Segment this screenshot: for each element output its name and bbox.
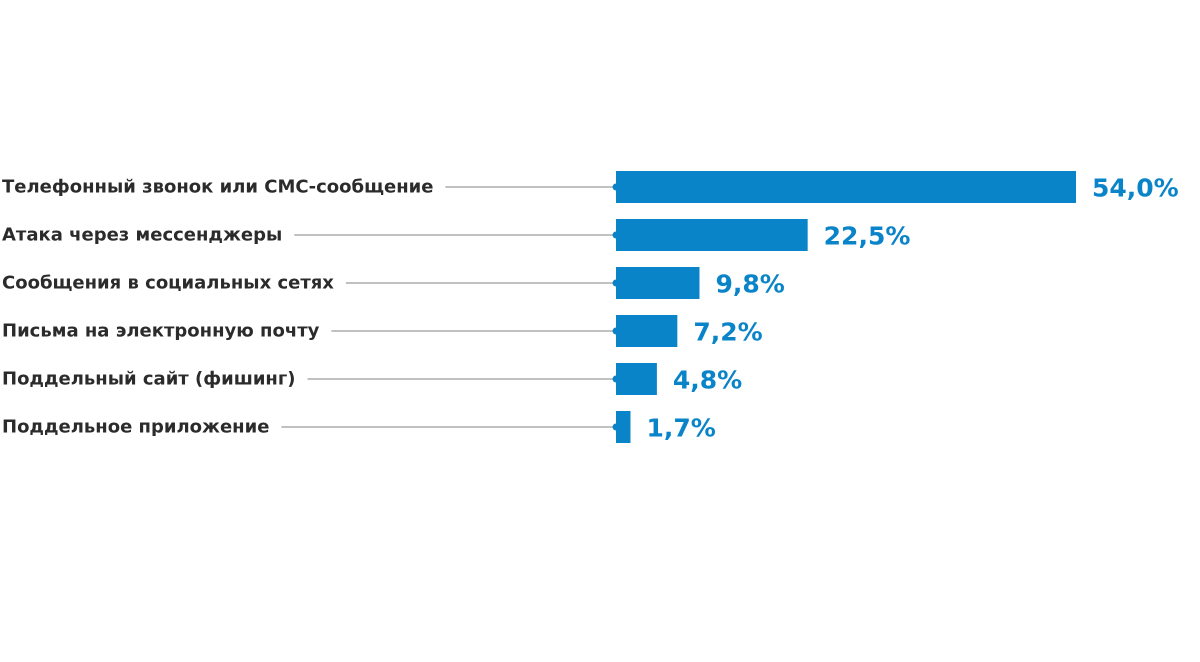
value-label: 9,8% xyxy=(715,270,784,299)
bar xyxy=(616,411,631,443)
bar xyxy=(616,267,700,299)
category-label: Поддельное приложение xyxy=(2,417,269,438)
category-label: Телефонный звонок или СМС-сообщение xyxy=(2,177,433,198)
value-label: 7,2% xyxy=(693,318,762,347)
category-label: Сообщения в социальных сетях xyxy=(2,273,334,294)
category-label: Поддельный сайт (фишинг) xyxy=(2,369,296,390)
value-label: 1,7% xyxy=(646,414,715,443)
bar xyxy=(616,171,1076,203)
value-label: 4,8% xyxy=(673,366,742,395)
value-label: 22,5% xyxy=(824,222,911,251)
category-label: Атака через мессенджеры xyxy=(2,225,282,246)
bar xyxy=(616,363,657,395)
bar xyxy=(616,315,678,347)
category-label: Письма на электронную почту xyxy=(2,321,320,342)
value-label: 54,0% xyxy=(1092,174,1179,203)
bar xyxy=(616,219,808,251)
